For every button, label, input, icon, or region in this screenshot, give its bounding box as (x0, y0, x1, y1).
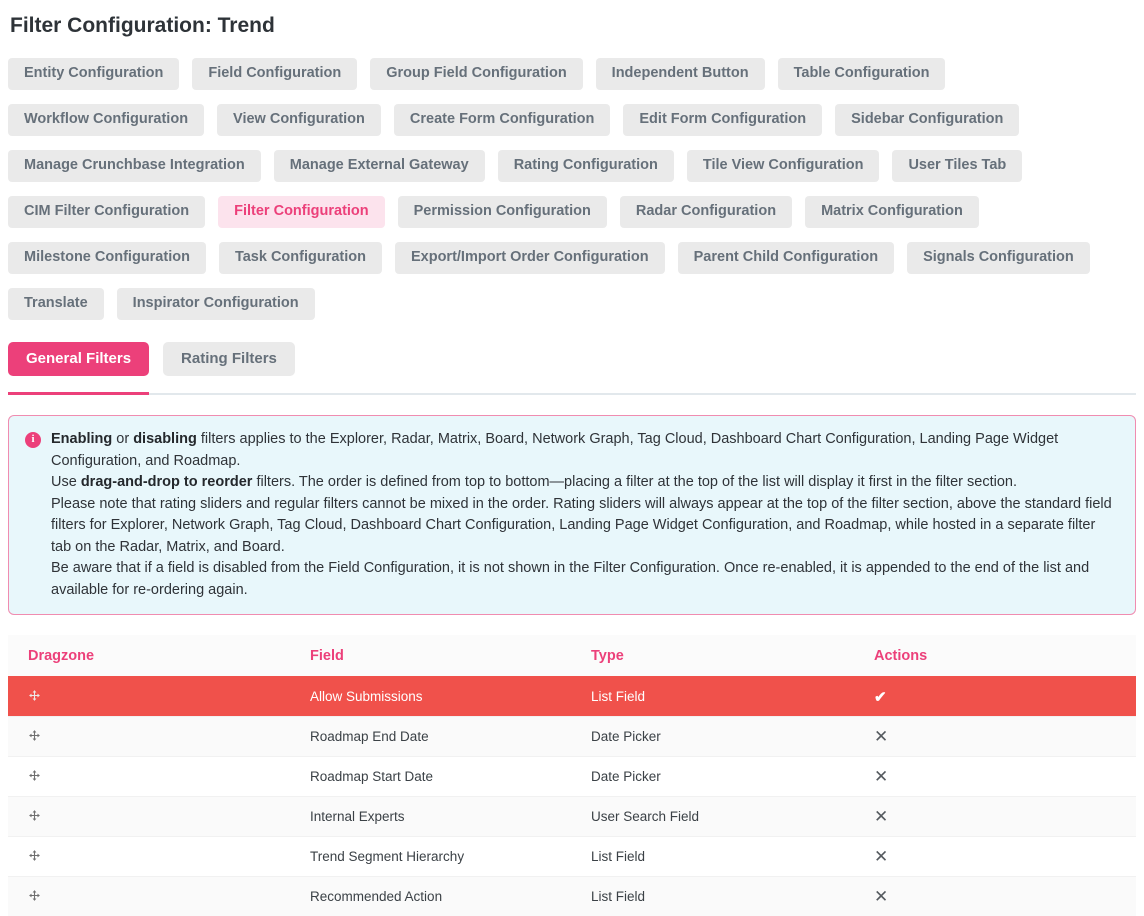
actions-cell: ✕ (854, 727, 1136, 747)
tab-underline (8, 392, 1136, 396)
nav-button-translate[interactable]: Translate (8, 287, 104, 320)
nav-button-cim-filter-configuration[interactable]: CIM Filter Configuration (8, 195, 206, 228)
drag-handle-icon[interactable] (28, 849, 41, 862)
drag-handle-icon[interactable] (28, 729, 41, 742)
actions-cell: ✕ (854, 887, 1136, 907)
nav-button-independent-button[interactable]: Independent Button (595, 58, 765, 90)
nav-row: Entity Configuration Field Configuration G… (8, 58, 1136, 90)
nav-button-signals-configuration[interactable]: Signals Configuration (907, 241, 1090, 274)
tab-rating-filters[interactable]: Rating Filters (163, 341, 295, 377)
close-icon[interactable]: ✕ (874, 726, 889, 746)
nav-button-entity-configuration[interactable]: Entity Configuration (8, 58, 180, 90)
field-cell: Trend Segment Hierarchy (310, 849, 465, 865)
actions-cell: ✕ (854, 807, 1136, 827)
drag-handle-icon[interactable] (28, 889, 41, 902)
active-tab-indicator (8, 392, 149, 396)
info-box: i Enabling or disabling filters applies … (8, 415, 1136, 616)
nav-button-permission-configuration[interactable]: Permission Configuration (397, 195, 607, 228)
table-row: Trend Segment Hierarchy List Field ✕ (8, 836, 1136, 877)
nav-button-radar-configuration[interactable]: Radar Configuration (619, 195, 793, 228)
dragzone-cell (8, 689, 290, 705)
nav-button-matrix-configuration[interactable]: Matrix Configuration (805, 195, 979, 228)
info-paragraph: Enabling or disabling filters applies to… (51, 431, 1059, 469)
nav-button-group-field-configuration[interactable]: Group Field Configuration (370, 58, 583, 90)
nav-row: Translate Inspirator Configuration (8, 287, 1136, 320)
info-text: Enabling or disabling filters applies to… (51, 429, 1119, 601)
nav-button-edit-form-configuration[interactable]: Edit Form Configuration (623, 103, 823, 136)
page-title: Filter Configuration: Trend (10, 14, 275, 37)
nav-button-inspirator-configuration[interactable]: Inspirator Configuration (116, 287, 315, 320)
close-icon[interactable]: ✕ (874, 846, 889, 866)
actions-cell: ✕ (854, 847, 1136, 867)
actions-cell: ✔ (854, 688, 1136, 706)
actions-cell: ✕ (854, 767, 1136, 787)
table-row: Roadmap End Date Date Picker ✕ (8, 716, 1136, 757)
column-header-actions: Actions (874, 648, 928, 665)
column-header-dragzone: Dragzone (28, 648, 95, 665)
check-icon[interactable]: ✔ (874, 688, 887, 706)
field-cell: Roadmap Start Date (310, 769, 434, 785)
nav-button-workflow-configuration[interactable]: Workflow Configuration (8, 103, 205, 136)
filters-table: Dragzone Field Type Actions Allow Submissio… (8, 635, 1136, 916)
nav-button-export-import-order-configuration[interactable]: Export/Import Order Configuration (394, 241, 665, 274)
field-cell: Internal Experts (310, 809, 405, 825)
info-icon: i (25, 432, 41, 449)
nav-button-manage-crunchbase-integration[interactable]: Manage Crunchbase Integration (8, 149, 261, 182)
drag-handle-icon[interactable] (28, 689, 41, 702)
nav-button-table-configuration[interactable]: Table Configuration (777, 58, 946, 90)
type-cell: List Field (591, 689, 646, 705)
nav-button-create-form-configuration[interactable]: Create Form Configuration (393, 103, 611, 136)
dragzone-cell (8, 849, 290, 865)
table-row: Allow Submissions List Field ✔ (8, 676, 1136, 717)
info-paragraph: Please note that rating sliders and regu… (51, 495, 1112, 555)
dragzone-cell (8, 809, 290, 825)
field-cell: Recommended Action (310, 889, 443, 905)
nav-button-task-configuration[interactable]: Task Configuration (218, 241, 382, 274)
close-icon[interactable]: ✕ (874, 766, 889, 786)
nav-button-field-configuration[interactable]: Field Configuration (192, 58, 358, 90)
close-icon[interactable]: ✕ (874, 806, 889, 826)
nav-row: Workflow Configuration View Configuration… (8, 103, 1136, 136)
column-header-field: Field (310, 648, 344, 665)
dragzone-cell (8, 729, 290, 745)
nav-button-tile-view-configuration[interactable]: Tile View Configuration (686, 149, 880, 182)
table-row: Internal Experts User Search Field ✕ (8, 796, 1136, 837)
type-cell: Date Picker (591, 769, 661, 785)
nav-button-rating-configuration[interactable]: Rating Configuration (497, 149, 674, 182)
table-header-row: Dragzone Field Type Actions (8, 635, 1136, 677)
nav-button-view-configuration[interactable]: View Configuration (217, 103, 381, 136)
info-paragraph: Use drag-and-drop to reorder filters. Th… (51, 474, 1017, 491)
field-cell: Allow Submissions (310, 689, 423, 705)
tab-general-filters[interactable]: General Filters (8, 341, 150, 377)
nav-button-milestone-configuration[interactable]: Milestone Configuration (8, 241, 206, 274)
nav-button-parent-child-configuration[interactable]: Parent Child Configuration (677, 241, 895, 274)
dragzone-cell (8, 889, 290, 905)
info-paragraph: Be aware that if a field is disabled fro… (51, 560, 1090, 598)
tab-bar: General Filters Rating Filters (8, 341, 1136, 377)
nav-button-user-tiles-tab[interactable]: User Tiles Tab (892, 149, 1023, 182)
field-cell: Roadmap End Date (310, 729, 429, 745)
nav-button-filter-configuration[interactable]: Filter Configuration (218, 195, 385, 228)
type-cell: Date Picker (591, 729, 661, 745)
nav-button-groups: Entity Configuration Field Configuration G… (8, 58, 1136, 320)
nav-row: Manage Crunchbase Integration Manage Exte… (8, 149, 1136, 182)
nav-button-sidebar-configuration[interactable]: Sidebar Configuration (835, 103, 1020, 136)
dragzone-cell (8, 769, 290, 785)
drag-handle-icon[interactable] (28, 769, 41, 782)
type-cell: List Field (591, 849, 646, 865)
table-row: Roadmap Start Date Date Picker ✕ (8, 756, 1136, 797)
nav-button-manage-external-gateway[interactable]: Manage External Gateway (273, 149, 485, 182)
nav-row: Milestone Configuration Task Configuratio… (8, 241, 1136, 274)
nav-row: CIM Filter Configuration Filter Configura… (8, 195, 1136, 228)
close-icon[interactable]: ✕ (874, 886, 889, 906)
column-header-type: Type (591, 648, 624, 665)
type-cell: User Search Field (591, 809, 700, 825)
drag-handle-icon[interactable] (28, 809, 41, 822)
table-body: Allow Submissions List Field ✔ Roadmap End … (8, 676, 1136, 916)
table-row: Recommended Action List Field ✕ (8, 876, 1136, 916)
type-cell: List Field (591, 889, 646, 905)
